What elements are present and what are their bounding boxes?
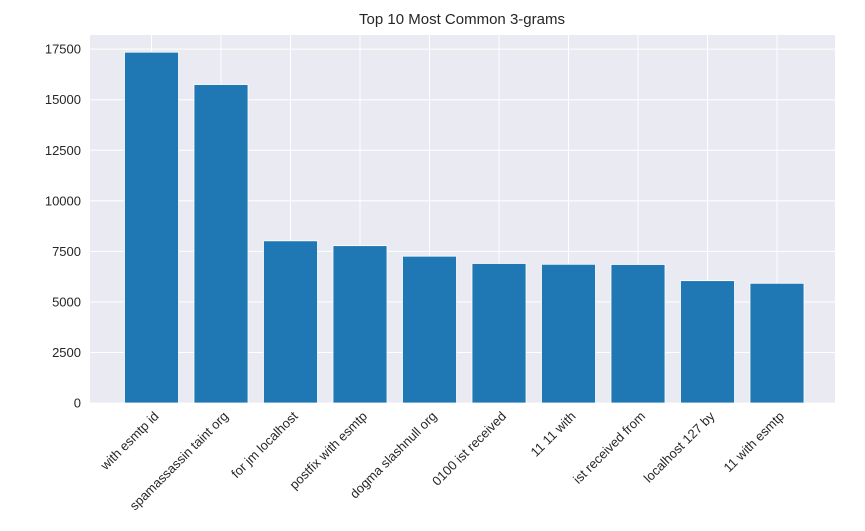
y-tick-label: 17500 xyxy=(45,42,81,57)
bar xyxy=(402,255,457,404)
y-tick-label: 10000 xyxy=(45,193,81,208)
bar xyxy=(749,282,805,404)
bar xyxy=(263,240,318,404)
bar xyxy=(680,280,735,404)
bar xyxy=(541,263,596,404)
x-tick-label: ist received from xyxy=(570,409,648,487)
bar xyxy=(124,51,179,404)
y-tick-label: 5000 xyxy=(52,294,81,309)
y-tick-label: 2500 xyxy=(52,345,81,360)
x-tick-label: localhost 127 by xyxy=(641,408,718,485)
bar xyxy=(332,245,388,404)
x-tick-label: with esmtp id xyxy=(97,409,162,474)
x-tick-label: for jm localhost xyxy=(228,408,301,481)
bar xyxy=(610,264,666,404)
bar xyxy=(471,263,527,404)
x-tick-label: 0100 ist received xyxy=(429,409,509,489)
y-tick-label: 0 xyxy=(74,396,81,411)
bar xyxy=(193,84,249,404)
x-tick-label: 11 with esmtp xyxy=(720,409,787,476)
bars xyxy=(124,51,805,404)
y-axis-tick-labels: 0 2500 5000 7500 10000 12500 15000 17500 xyxy=(45,42,81,411)
chart-title: Top 10 Most Common 3-grams xyxy=(359,11,565,28)
y-tick-label: 15000 xyxy=(45,92,81,107)
x-tick-label: 11 11 with xyxy=(527,409,578,460)
y-tick-label: 7500 xyxy=(52,244,81,259)
y-tick-label: 12500 xyxy=(45,143,81,158)
